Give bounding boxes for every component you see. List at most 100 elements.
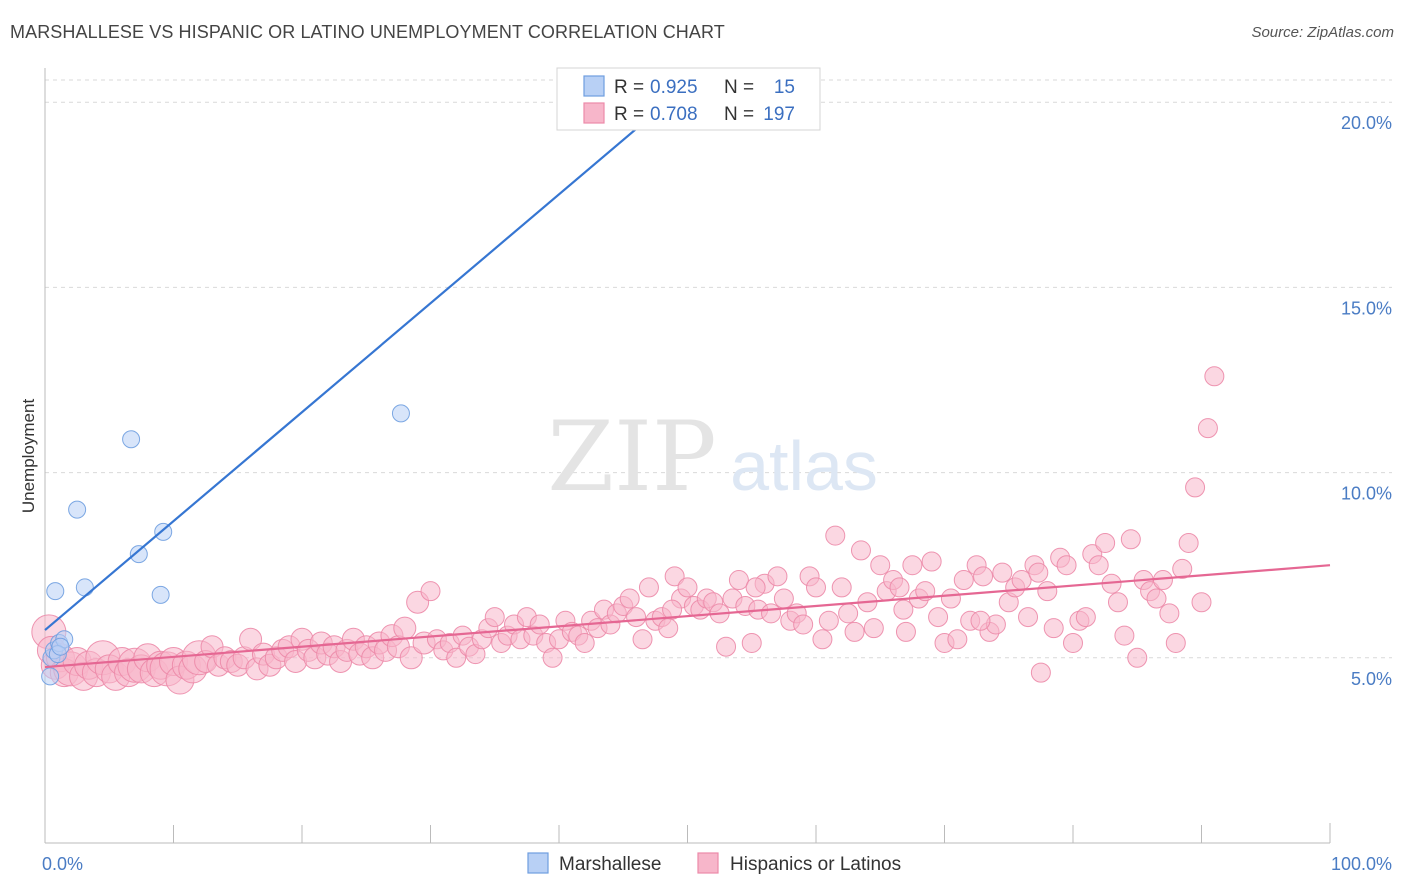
hispanic-point-176 [1159, 603, 1180, 624]
bottom-legend-marshallese-swatch [527, 852, 549, 874]
hispanic-point-85 [574, 632, 595, 653]
hispanic-point-166 [1095, 532, 1116, 553]
y-tick-label-3: 20.0% [1341, 113, 1392, 133]
hispanic-point-130 [863, 618, 884, 639]
hispanic-point-185 [745, 577, 766, 598]
legend-marshallese-r-label: R = [614, 77, 644, 98]
hispanic-point-93 [626, 607, 647, 628]
legend-marshallese-n-label: N = [724, 77, 754, 98]
hispanic-point-183 [1204, 366, 1225, 387]
correlation-legend: R = 0.925 N = 15 R = 0.708 N = 197 [556, 67, 821, 131]
watermark-zip: ZIP [547, 401, 716, 513]
y-tick-label-0: 5.0% [1351, 669, 1392, 689]
chart-title: MARSHALLESE VS HISPANIC OR LATINO UNEMPL… [10, 22, 725, 42]
hispanic-point-170 [1120, 529, 1141, 550]
hispanic-point-94 [632, 629, 653, 650]
hispanic-point-101 [677, 577, 698, 598]
x-tick-label-max: 100.0% [1331, 854, 1392, 874]
hispanic-point-181 [1191, 592, 1212, 613]
hispanic-point-140 [928, 607, 949, 628]
hispanic-point-154 [1018, 607, 1039, 628]
hispanic-point-169 [1114, 625, 1135, 646]
hispanic-point-111 [741, 632, 762, 653]
hispanic-point-61 [420, 581, 441, 602]
hispanic-point-65 [446, 647, 467, 668]
bottom-legend-marshallese-label: Marshallese [559, 854, 661, 875]
hispanic-point-187 [970, 610, 991, 631]
marshallese-point-12 [391, 404, 410, 423]
marshallese-point-3 [46, 582, 65, 601]
source-label: Source: ZipAtlas.com [1251, 24, 1394, 41]
hispanic-point-177 [1165, 632, 1186, 653]
bottom-legend-hispanic-swatch [697, 852, 719, 874]
hispanic-point-150 [992, 562, 1013, 583]
legend-marshallese-r-value: 0.925 [650, 77, 698, 98]
hispanic-point-57 [393, 616, 417, 640]
watermark-atlas: atlas [730, 427, 878, 505]
hispanic-point-139 [921, 551, 942, 572]
legend-marshallese-n-value: 15 [774, 77, 795, 98]
legend-hispanic-n-label: N = [724, 104, 754, 125]
hispanic-point-143 [947, 629, 968, 650]
hispanic-point-109 [728, 570, 749, 591]
hispanic-point-161 [1063, 632, 1083, 653]
hispanic-point-58 [399, 646, 423, 670]
hispanic-point-174 [1146, 588, 1167, 609]
hispanic-point-116 [773, 588, 794, 609]
hispanic-point-107 [716, 636, 737, 657]
marshallese-point-8 [122, 430, 141, 449]
series-legend: Marshallese Hispanics or Latinos [527, 852, 901, 875]
hispanic-trend-line [44, 564, 1331, 669]
hispanic-point-134 [889, 577, 910, 598]
hispanic-point-142 [940, 588, 961, 609]
hispanic-point-136 [902, 555, 923, 576]
legend-marshallese-swatch [583, 75, 605, 97]
hispanic-point-160 [1056, 555, 1077, 576]
legend-hispanic-swatch [583, 102, 605, 124]
hispanic-point-182 [1197, 418, 1218, 439]
hispanic-point-128 [850, 540, 871, 561]
hispanic-point-163 [1075, 607, 1096, 628]
hispanic-point-95 [638, 577, 659, 598]
y-tick-label-1: 10.0% [1341, 484, 1392, 504]
bottom-legend-hispanic-label: Hispanics or Latinos [730, 854, 901, 875]
y-tick-label-2: 15.0% [1341, 298, 1392, 318]
hispanic-point-127 [844, 621, 865, 642]
hispanic-point-78 [529, 614, 550, 635]
trend-lines [44, 79, 1331, 669]
legend-hispanic-r-value: 0.708 [650, 104, 698, 125]
hispanic-point-184 [662, 599, 683, 620]
hispanic-point-180 [1185, 477, 1206, 498]
marshallese-point-6 [68, 500, 87, 519]
hispanic-point-99 [664, 566, 685, 587]
x-tick-label-min: 0.0% [42, 854, 83, 874]
hispanic-point-71 [484, 607, 505, 628]
hispanic-point-147 [973, 566, 994, 587]
hispanic-point-124 [825, 525, 846, 546]
hispanic-point-157 [1037, 581, 1058, 602]
hispanic-point-178 [1172, 558, 1193, 579]
hispanic-point-153 [1011, 570, 1032, 591]
marshallese-point-10 [151, 585, 170, 604]
axes [44, 68, 1331, 844]
hispanic-point-80 [542, 647, 563, 668]
hispanic-point-144 [953, 570, 974, 591]
legend-hispanic-r-label: R = [614, 104, 644, 125]
hispanic-point-158 [1043, 618, 1064, 639]
marshallese-series [41, 404, 410, 686]
hispanic-point-168 [1107, 592, 1128, 613]
hispanic-point-179 [1178, 532, 1199, 553]
hispanic-point-165 [1088, 555, 1109, 576]
hispanic-point-115 [767, 566, 788, 587]
hispanic-point-123 [818, 610, 839, 631]
hispanic-point-171 [1127, 647, 1148, 668]
legend-hispanic-n-value: 197 [763, 104, 795, 125]
hispanic-point-126 [838, 603, 859, 624]
hispanic-point-122 [812, 629, 833, 650]
marshallese-point-7 [75, 578, 94, 597]
hispanic-point-156 [1030, 662, 1051, 683]
marshallese-point-0 [41, 667, 60, 686]
hispanic-point-125 [831, 577, 852, 598]
hispanic-point-92 [619, 588, 640, 609]
